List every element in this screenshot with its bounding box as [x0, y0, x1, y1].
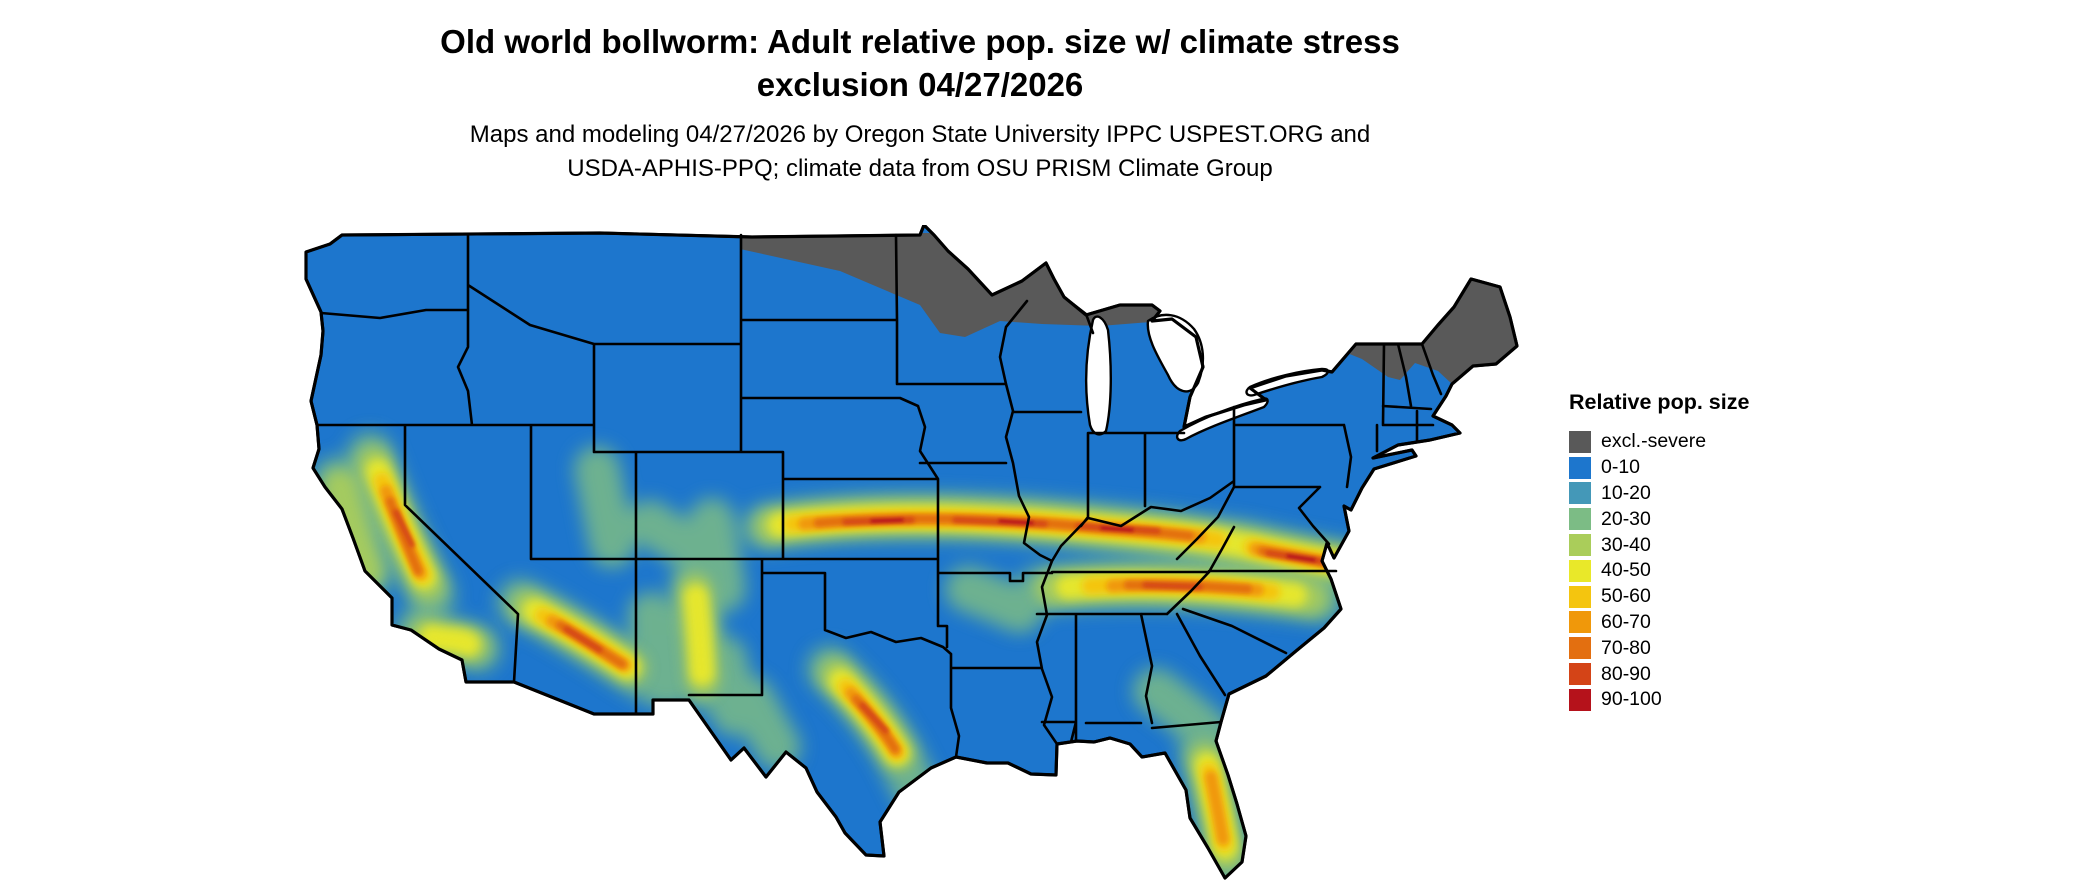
legend-item: 20-30 [1569, 506, 1749, 532]
legend-label: 90-100 [1601, 688, 1662, 711]
legend-item: 90-100 [1569, 687, 1749, 713]
lake-michigan [1084, 315, 1112, 436]
legend-swatch-20-30 [1569, 508, 1591, 531]
legend-swatch-30-40 [1569, 534, 1591, 557]
legend-swatch-70-80 [1569, 637, 1591, 660]
state-borders [315, 233, 1443, 759]
legend-item: excl.-severe [1569, 429, 1749, 455]
legend-title: Relative pop. size [1569, 390, 1750, 414]
legend-label: excl.-severe [1601, 430, 1707, 453]
band-90-100 [870, 518, 1316, 562]
exclusion-region-northeast [1332, 279, 1517, 384]
title-line-2: exclusion 04/27/2026 [756, 66, 1084, 103]
legend-item: 10-20 [1569, 481, 1749, 507]
legend-swatch-50-60 [1569, 585, 1591, 608]
map-svg [304, 223, 1519, 880]
subtitle-line-2: USDA-APHIS-PPQ; climate data from OSU PR… [567, 155, 1273, 182]
legend-item: 80-90 [1569, 661, 1749, 687]
lake-huron [1146, 313, 1205, 393]
great-lakes [1084, 313, 1330, 442]
legend-label: 30-40 [1601, 533, 1651, 556]
figure-title: Old world bollworm: Adult relative pop. … [250, 20, 1590, 106]
legend-label: 10-20 [1601, 481, 1651, 504]
legend-item: 0-10 [1569, 455, 1749, 481]
subtitle-line-1: Maps and modeling 04/27/2026 by Oregon S… [469, 121, 1371, 148]
exclusion-regions [740, 233, 1517, 384]
legend-label: 70-80 [1601, 636, 1651, 659]
title-line-1: Old world bollworm: Adult relative pop. … [440, 23, 1400, 60]
legend: Relative pop. size excl.-severe 0-10 10-… [1569, 390, 1749, 713]
figure-subtitle: Maps and modeling 04/27/2026 by Oregon S… [250, 118, 1590, 186]
legend-item: 70-80 [1569, 635, 1749, 661]
legend-swatch-0-10 [1569, 456, 1591, 479]
legend-swatch-40-50 [1569, 559, 1591, 582]
us-population-map [300, 223, 1530, 885]
exclusion-region-north-central [740, 233, 1160, 337]
legend-label: 0-10 [1601, 456, 1641, 479]
legend-swatch-60-70 [1569, 611, 1591, 634]
legend-item: 40-50 [1569, 558, 1749, 584]
us-outline [304, 223, 1519, 880]
legend-swatch-excl-severe [1569, 430, 1591, 453]
legend-swatch-90-100 [1569, 688, 1591, 711]
legend-label: 60-70 [1601, 610, 1651, 633]
legend-label: 40-50 [1601, 559, 1651, 582]
legend-label: 80-90 [1601, 662, 1651, 685]
legend-item: 30-40 [1569, 532, 1749, 558]
legend-item: 50-60 [1569, 584, 1749, 610]
legend-label: 50-60 [1601, 585, 1651, 608]
legend-swatch-80-90 [1569, 663, 1591, 686]
legend-swatch-10-20 [1569, 482, 1591, 505]
legend-label: 20-30 [1601, 507, 1651, 530]
legend-item: 60-70 [1569, 610, 1749, 636]
